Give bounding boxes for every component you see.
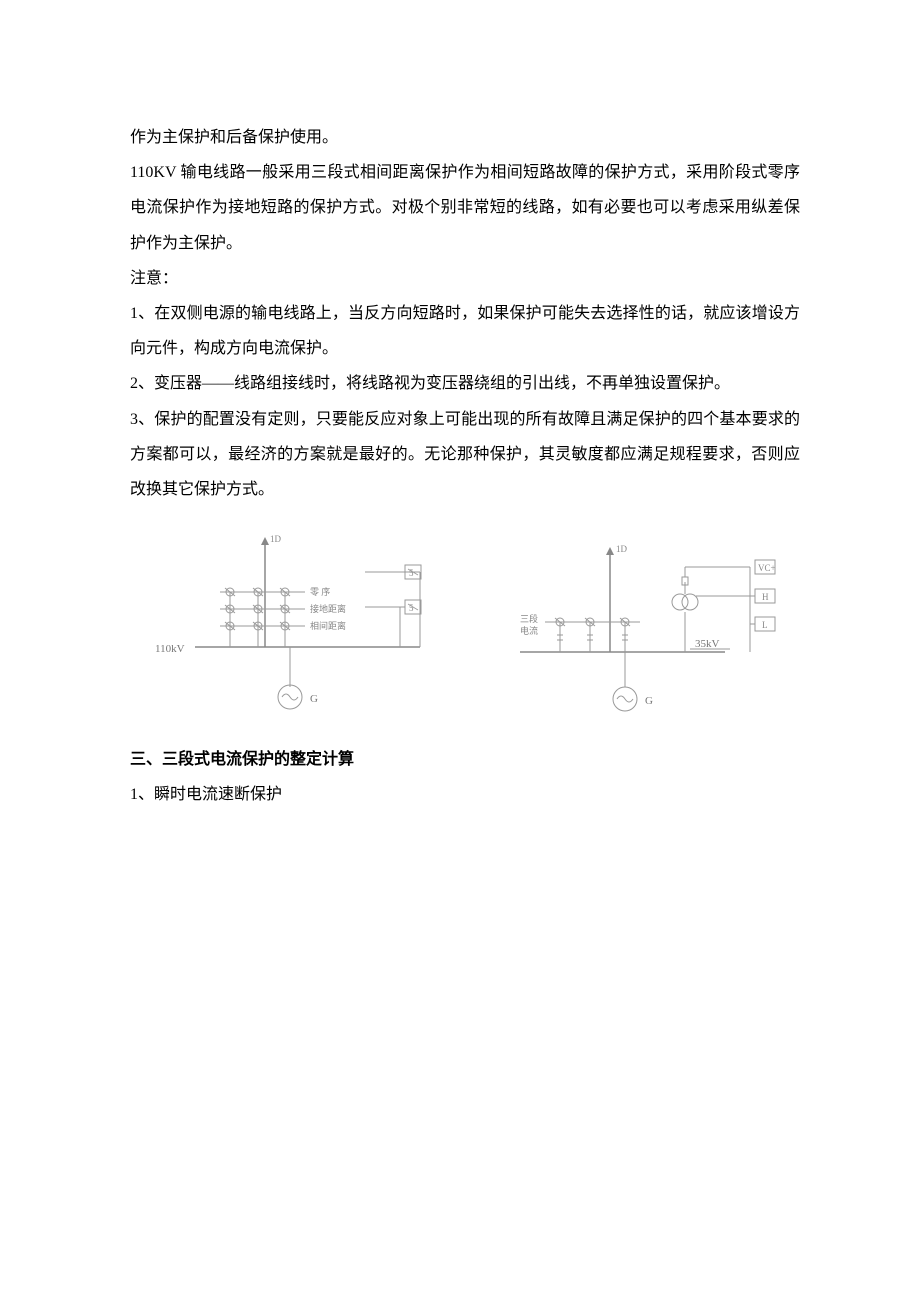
box-vc: VC+ <box>758 563 776 573</box>
paragraph-4: 1、在双侧电源的输电线路上，当反方向短路时，如果保护可能失去选择性的话，就应该增… <box>130 296 800 366</box>
diagram-right: 1D 三段 电流 <box>490 527 780 727</box>
paragraph-after-heading: 1、瞬时电流速断保护 <box>130 777 800 812</box>
diagram-container: 1D 零 序 接地距 <box>130 527 800 727</box>
label-zero: 零 序 <box>310 586 330 597</box>
diagram-left-svg: 1D 零 序 接地距 <box>150 527 450 727</box>
symbol-5-1: 5 <box>409 568 414 578</box>
three-stage-1: 三段 <box>520 613 538 624</box>
diagram-left: 1D 零 序 接地距 <box>150 527 450 727</box>
bus-label-left: 1D <box>270 534 282 544</box>
box-l: L <box>762 620 768 630</box>
gen-label-right: G <box>645 695 653 707</box>
gen-label-left: G <box>310 693 318 705</box>
voltage-35kv: 35kV <box>695 638 720 650</box>
symbol-5-2: 5 <box>409 603 414 613</box>
label-phase-dist: 相间距离 <box>310 620 346 631</box>
section-heading: 三、三段式电流保护的整定计算 <box>130 742 800 777</box>
paragraph-2: 110KV 输电线路一般采用三段式相间距离保护作为相间短路故障的保护方式，采用阶… <box>130 155 800 261</box>
paragraph-6: 3、保护的配置没有定则，只要能反应对象上可能出现的所有故障且满足保护的四个基本要… <box>130 402 800 508</box>
paragraph-5: 2、变压器——线路组接线时，将线路视为变压器绕组的引出线，不再单独设置保护。 <box>130 366 800 401</box>
box-h: H <box>762 592 769 602</box>
paragraph-3: 注意： <box>130 261 800 296</box>
diagram-right-svg: 1D 三段 电流 <box>490 527 780 727</box>
bus-label-right: 1D <box>616 544 628 554</box>
document-content: 作为主保护和后备保护使用。 110KV 输电线路一般采用三段式相间距离保护作为相… <box>130 120 800 812</box>
three-stage-2: 电流 <box>520 625 538 636</box>
voltage-110kv: 110kV <box>155 643 185 655</box>
paragraph-1: 作为主保护和后备保护使用。 <box>130 120 800 155</box>
label-ground-dist: 接地距离 <box>310 603 346 614</box>
